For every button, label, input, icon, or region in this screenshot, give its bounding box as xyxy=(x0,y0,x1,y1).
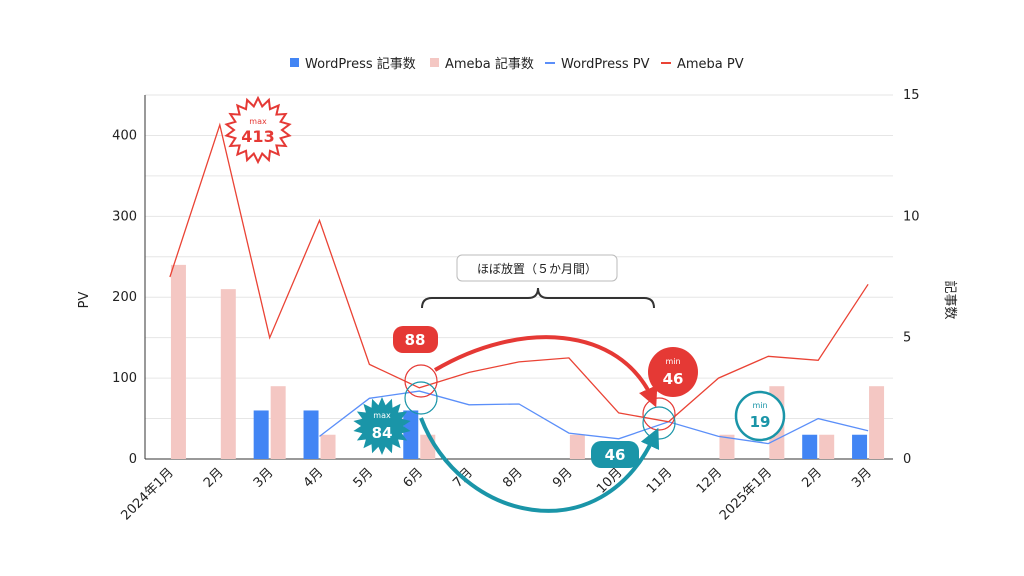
ameba-drop-pill-value: 88 xyxy=(405,331,426,349)
bar-wordpress-articles xyxy=(253,410,269,459)
x-tick-label: 4月 xyxy=(301,465,327,491)
wp-min-circle xyxy=(734,390,786,442)
ameba-drop-pill: 88 xyxy=(393,326,438,353)
y-left-tick-label: 300 xyxy=(112,209,137,224)
x-tick-label: 11月 xyxy=(644,465,675,496)
legend-label-wp-pv: WordPress PV xyxy=(561,57,650,72)
wp-drop-pill-value: 46 xyxy=(605,446,626,464)
bracket-shape xyxy=(421,287,655,309)
wp-min-badge: min 19 xyxy=(734,390,786,442)
bar-wordpress-articles xyxy=(852,434,868,459)
x-tick-label: 2月 xyxy=(799,465,825,491)
wp-max-badge: max 84 xyxy=(353,397,411,455)
bar-series xyxy=(170,264,885,459)
x-tick-label: 8月 xyxy=(500,465,526,491)
bar-ameba-articles xyxy=(420,434,436,459)
wp-max-value: 84 xyxy=(372,424,393,442)
bar-ameba-articles xyxy=(270,386,286,459)
bar-ameba-articles xyxy=(569,434,585,459)
bar-wordpress-articles xyxy=(303,410,319,459)
x-tick-label: 5月 xyxy=(351,465,377,491)
legend-label-ameba-pv: Ameba PV xyxy=(677,57,744,72)
ameba-max-small-label: max xyxy=(249,117,267,126)
legend-label-ameba-articles: Ameba 記事数 xyxy=(445,56,534,72)
bar-ameba-articles xyxy=(819,434,835,459)
x-tick-label: 6月 xyxy=(400,465,426,491)
wp-max-small-label: max xyxy=(373,411,391,420)
ameba-drop-pill-bg xyxy=(393,326,438,353)
x-tick-label: 12月 xyxy=(694,465,725,496)
y-right-tick-label: 0 xyxy=(903,452,911,467)
ameba-min-value: 46 xyxy=(663,370,684,388)
x-tick-label: 3月 xyxy=(251,465,277,491)
legend-swatch-ameba-articles xyxy=(430,58,439,67)
bracket-label: ほぼ放置（５か月間） xyxy=(477,261,597,276)
legend-swatch-wp-articles xyxy=(290,58,299,67)
y-right-tick-label: 5 xyxy=(903,331,911,346)
ameba-max-badge: max 413 xyxy=(224,95,292,165)
y-left-axis-title: PV xyxy=(77,292,92,309)
ameba-max-starburst xyxy=(224,95,292,165)
x-tick-label: 3月 xyxy=(849,465,875,491)
ameba-min-badge: min 46 xyxy=(648,347,698,397)
y-right-tick-label: 15 xyxy=(903,88,920,103)
ameba-decline-arrow xyxy=(433,335,658,408)
bar-wordpress-articles xyxy=(802,434,818,459)
wp-drop-pill-bg xyxy=(591,441,639,468)
line-wordpress-pv xyxy=(319,390,869,445)
bar-ameba-articles xyxy=(170,264,186,459)
x-tick-label: 9月 xyxy=(550,465,576,491)
highlight-ameba-jun xyxy=(404,364,438,398)
highlight-wp-jun xyxy=(404,381,438,415)
highlight-wp-nov xyxy=(642,406,676,440)
wp-max-starburst xyxy=(353,397,411,455)
wp-min-value: 19 xyxy=(750,413,771,431)
wp-drop-pill: 46 xyxy=(591,441,639,468)
bar-ameba-articles xyxy=(869,386,885,459)
y-left-tick-label: 400 xyxy=(112,128,137,143)
ameba-max-value: 413 xyxy=(241,127,274,146)
y-left-tick-label: 100 xyxy=(112,371,137,386)
y-left-tick-label: 0 xyxy=(129,452,137,467)
bracket-label-box xyxy=(456,254,618,282)
x-tick-label: 2月 xyxy=(201,465,227,491)
bar-wordpress-articles xyxy=(403,410,419,459)
y-right-tick-label: 10 xyxy=(903,209,920,224)
bar-ameba-articles xyxy=(320,434,336,459)
ameba-min-circle xyxy=(648,347,698,397)
y-right-axis-title: 記事数 xyxy=(942,280,958,319)
x-tick-label: 2024年1月 xyxy=(119,465,177,523)
x-tick-label: 2025年1月 xyxy=(717,465,775,523)
legend-label-wp-articles: WordPress 記事数 xyxy=(305,56,416,72)
line-series xyxy=(169,122,869,445)
legend: WordPress 記事数 Ameba 記事数 WordPress PV Ame… xyxy=(290,56,744,72)
bar-ameba-articles xyxy=(719,434,735,459)
wp-min-small-label: min xyxy=(752,401,767,410)
bar-ameba-articles xyxy=(220,289,236,459)
y-left-tick-label: 200 xyxy=(112,290,137,305)
line-ameba-pv xyxy=(169,122,869,423)
neglect-bracket: ほぼ放置（５か月間） xyxy=(421,254,655,309)
ameba-min-small-label: min xyxy=(665,357,680,366)
wp-decline-arrow xyxy=(419,417,660,513)
